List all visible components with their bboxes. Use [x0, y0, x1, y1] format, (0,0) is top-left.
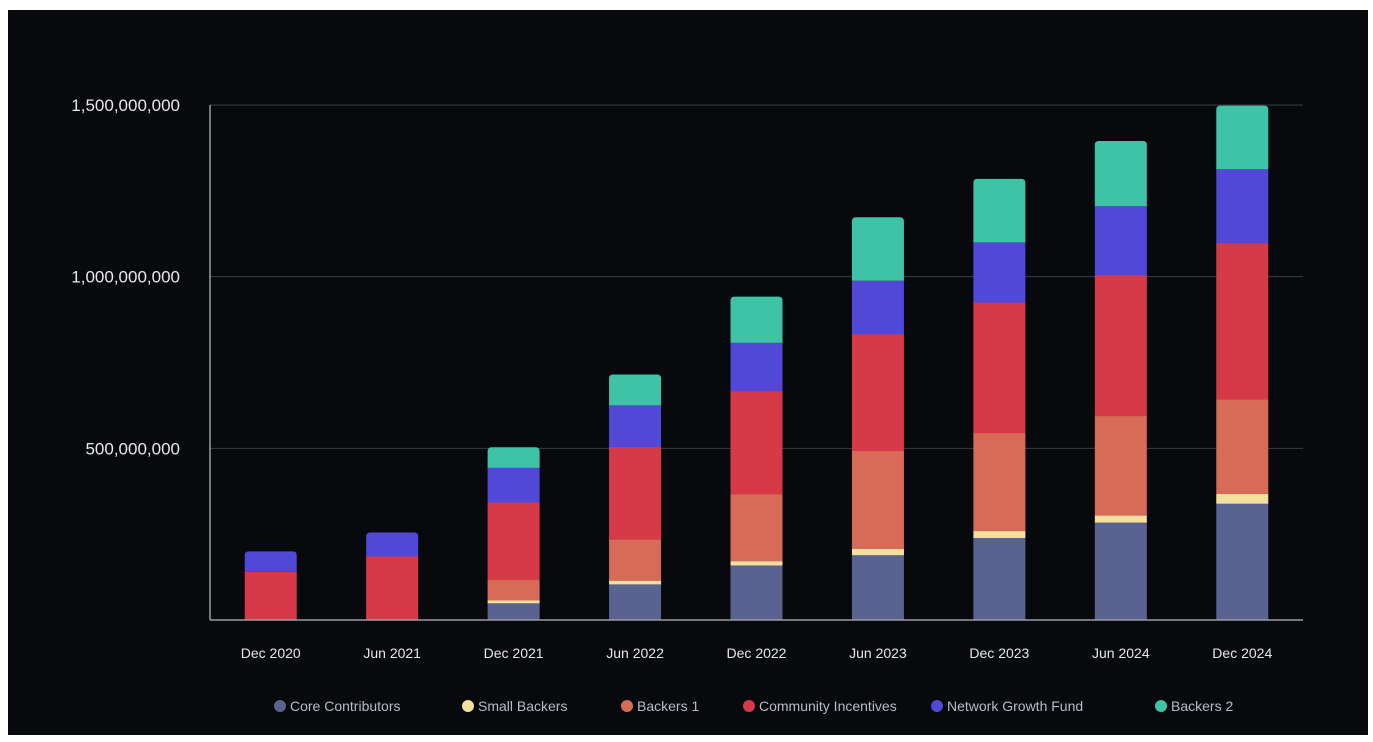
x-tick-label: Dec 2023 [969, 645, 1029, 661]
x-tick-label: Dec 2024 [1212, 645, 1272, 661]
x-tick-labels: Dec 2020 Jun 2021 Dec 2021 Jun 2022 Dec 2022… [241, 645, 1273, 661]
legend-item: Community Incentives [743, 698, 897, 714]
bar-stack-7 [1094, 141, 1147, 621]
legend-swatch [462, 700, 474, 712]
legend-label: Community Incentives [759, 698, 897, 714]
legend-label: Network Growth Fund [947, 698, 1083, 714]
legend-swatch [274, 700, 286, 712]
bar-segment [730, 390, 783, 495]
bar-segment [1094, 141, 1147, 207]
legend-item: Small Backers [462, 698, 567, 714]
x-tick-label: Jun 2022 [606, 645, 664, 661]
bar-stack-6 [973, 178, 1026, 621]
bar-segment [366, 556, 419, 621]
bar-segment [730, 296, 783, 343]
bar-segment [1216, 169, 1269, 244]
legend-item: Core Contributors [274, 698, 401, 714]
legend-swatch [1155, 700, 1167, 712]
bar-segment [1094, 515, 1147, 523]
bar-segment [1216, 503, 1269, 621]
bar-stack-5 [851, 217, 904, 621]
legend-label: Small Backers [478, 698, 567, 714]
bar-segment [1094, 206, 1147, 276]
bar-segment [973, 178, 1026, 243]
x-tick-label: Dec 2020 [241, 645, 301, 661]
bar-segment [1216, 243, 1269, 400]
legend-swatch [931, 700, 943, 712]
legend-swatch [743, 700, 755, 712]
x-tick-label: Dec 2021 [484, 645, 544, 661]
bar-stack-8 [1216, 105, 1269, 621]
bar-segment [609, 446, 662, 540]
bar-segment [851, 548, 904, 556]
bar-segment [973, 530, 1026, 538]
legend-item: Network Growth Fund [931, 698, 1083, 714]
bar-segment [851, 217, 904, 281]
bar-segment [609, 539, 662, 581]
bar-segment [1216, 493, 1269, 504]
bar-stack-1 [366, 532, 419, 621]
bar-segment [609, 374, 662, 406]
axes [209, 105, 1303, 621]
bar-segment [487, 600, 540, 604]
bar-segment [487, 579, 540, 601]
bar-segment [1216, 399, 1269, 495]
y-tick-label: 1,500,000,000 [71, 96, 180, 115]
bar-segment [609, 405, 662, 448]
legend: Core Contributors Small Backers Backers 1 C… [274, 698, 1233, 714]
bar-segment [851, 280, 904, 335]
bar-segment [366, 532, 419, 557]
bar-segment [973, 432, 1026, 532]
bar-segment [487, 602, 540, 621]
bar-stack-0 [244, 551, 297, 621]
legend-item: Backers 2 [1155, 698, 1233, 714]
legend-label: Backers 2 [1171, 698, 1233, 714]
bar-segment [730, 493, 783, 562]
x-tick-label: Jun 2023 [849, 645, 907, 661]
bar-segment [609, 583, 662, 621]
bar-segment [973, 302, 1026, 434]
x-tick-label: Jun 2021 [363, 645, 421, 661]
bar-segment [851, 450, 904, 549]
bar-segment [851, 334, 904, 452]
y-tick-label: 500,000,000 [85, 439, 180, 458]
bar-segment [609, 580, 662, 585]
bars [244, 105, 1269, 621]
legend-label: Backers 1 [637, 698, 699, 714]
bar-stack-3 [609, 374, 662, 621]
bar-segment [730, 560, 783, 566]
bar-segment [487, 502, 540, 580]
bar-segment [244, 551, 297, 572]
bar-segment [487, 467, 540, 503]
bar-segment [244, 571, 297, 621]
bar-segment [851, 554, 904, 621]
bar-stack-4 [730, 296, 783, 621]
y-tick-labels: 500,000,000 1,000,000,000 1,500,000,000 [71, 96, 180, 458]
bar-stack-2 [487, 447, 540, 621]
x-tick-label: Jun 2024 [1092, 645, 1150, 661]
bar-segment [1094, 274, 1147, 417]
bar-segment [973, 537, 1026, 621]
legend-swatch [621, 700, 633, 712]
bar-segment [1216, 105, 1269, 170]
legend-label: Core Contributors [290, 698, 401, 714]
legend-item: Backers 1 [621, 698, 699, 714]
bar-segment [1094, 522, 1147, 621]
bar-segment [1094, 415, 1147, 516]
bar-segment [973, 242, 1026, 303]
bar-segment [730, 565, 783, 621]
bar-segment [487, 447, 540, 468]
y-tick-label: 1,000,000,000 [71, 268, 180, 287]
x-tick-label: Dec 2022 [727, 645, 787, 661]
bar-segment [730, 342, 783, 392]
